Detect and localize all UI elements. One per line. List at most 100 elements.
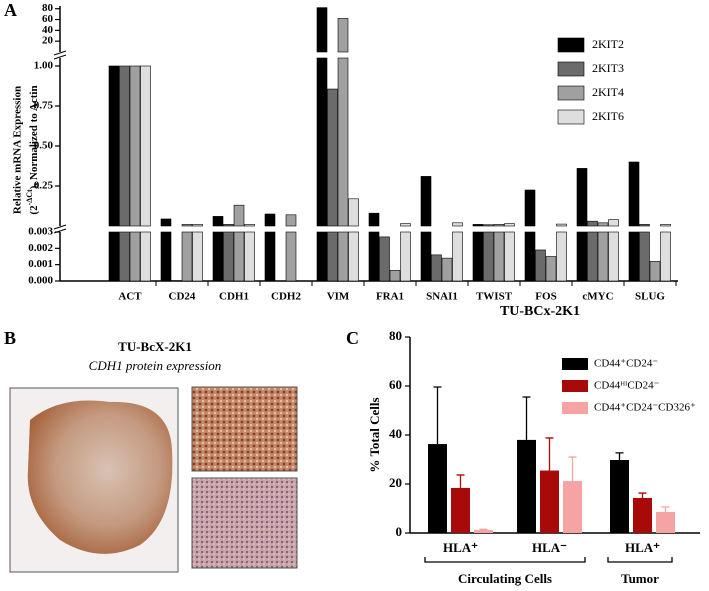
bar [628, 231, 640, 282]
bar [233, 204, 245, 227]
y-axis-label-sup: -ΔCt [25, 189, 34, 205]
bar [192, 224, 203, 227]
legend-swatch [562, 402, 588, 414]
bar [639, 231, 650, 282]
bar [181, 224, 193, 227]
panel-c: TU-BCx-2K1 % Total Cells 0 20 40 60 80 HLA⁺ HLA⁻… [367, 304, 700, 586]
bar [660, 224, 671, 227]
panel-b-subtitle: CDH1 protein expression [89, 358, 222, 373]
bar [452, 222, 463, 227]
y-axis-label-part: ), Normalized to Actin [28, 85, 40, 189]
error-bar [545, 437, 554, 471]
error-bar [638, 492, 647, 498]
bar [285, 231, 297, 282]
y-tick-label: 80 [42, 2, 54, 14]
y-tick-label: 60 [389, 377, 402, 392]
bar [633, 497, 652, 533]
group-bracket [607, 557, 673, 563]
bar [129, 231, 141, 282]
bar [420, 231, 432, 282]
legend-label: 2KIT2 [592, 37, 624, 51]
bar [368, 231, 380, 282]
x-tick-label: cMYC [582, 291, 613, 303]
bar [316, 7, 328, 53]
legend-label: CD44⁺CD24⁻CD326⁺ [594, 402, 696, 414]
y-axis-label: Relative mRNA Expression [12, 86, 24, 214]
y-axis-label-part: (2 [28, 205, 40, 215]
legend-label: 2KIT6 [592, 109, 624, 123]
bar [244, 231, 255, 282]
error-bar [522, 396, 531, 440]
bar [524, 231, 536, 282]
panel-a: Relative mRNA Expression (2-ΔCt), Normali… [12, 2, 678, 303]
y-tick-label: 40 [389, 426, 402, 441]
bar [389, 270, 401, 282]
bar [316, 57, 328, 227]
bar [129, 65, 141, 227]
bar [524, 189, 536, 227]
x-tick-label: TWIST [476, 291, 513, 303]
bar [337, 18, 349, 53]
x-tick-label: FOS [535, 291, 556, 303]
axis-break [53, 50, 67, 56]
y-tick-label: 20 [389, 475, 402, 490]
bar [535, 249, 546, 282]
x-tick-label: SNAI1 [426, 291, 458, 303]
bar [556, 231, 567, 282]
y-tick-label: 1.00 [34, 60, 54, 72]
bar [160, 218, 172, 227]
y-tick-label: 0.003 [28, 226, 53, 238]
panel-label: B [4, 328, 16, 348]
x-tick-label: CDH2 [271, 291, 301, 303]
bar [431, 254, 442, 282]
bar [451, 487, 470, 533]
bar [649, 261, 661, 282]
group-bracket [424, 557, 586, 563]
bar [285, 214, 297, 227]
legend-swatch [562, 358, 588, 370]
axis-break [53, 224, 67, 230]
axis-break [53, 54, 67, 60]
x-tick-label: FRA1 [376, 291, 404, 303]
legend-label: CD44ᴴᴵCD24⁻ [594, 380, 660, 392]
bar [576, 168, 588, 227]
bar [264, 213, 276, 227]
legend-label: 2KIT3 [592, 61, 624, 75]
ihc-zoom [191, 386, 298, 472]
y-axis-label: % Total Cells [367, 397, 382, 472]
bar [400, 223, 411, 227]
bar [400, 231, 411, 282]
bar [348, 231, 359, 282]
y-tick-label: 40 [42, 24, 54, 36]
bar [264, 231, 276, 282]
bar [610, 459, 629, 533]
error-bar [615, 452, 624, 460]
bar [223, 231, 234, 282]
panel-label: C [346, 328, 359, 348]
bar [420, 176, 432, 227]
ihc-zoom [191, 477, 298, 569]
bar [597, 222, 609, 227]
x-tick-label: SLUG [635, 291, 665, 303]
x-tick-label: HLA⁻ [532, 540, 567, 555]
bar [337, 57, 349, 227]
bar [108, 231, 120, 282]
x-tick-label: HLA⁺ [443, 540, 478, 555]
bar [493, 224, 505, 227]
bar [483, 224, 494, 227]
axis-break [53, 228, 67, 234]
x-tick-label: ACT [118, 291, 142, 303]
y-tick-label: 80 [389, 328, 402, 343]
x-tick-label: CDH1 [219, 291, 249, 303]
bar [493, 231, 505, 282]
panel-label: A [4, 0, 17, 20]
bar [379, 236, 390, 282]
group-label: Circulating Cells [458, 571, 552, 586]
x-tick-label: HLA⁺ [625, 540, 660, 555]
bar [608, 231, 619, 282]
bar [233, 231, 245, 282]
bar [368, 212, 380, 227]
bar [656, 511, 675, 533]
bar [316, 231, 328, 282]
bar [608, 219, 619, 227]
